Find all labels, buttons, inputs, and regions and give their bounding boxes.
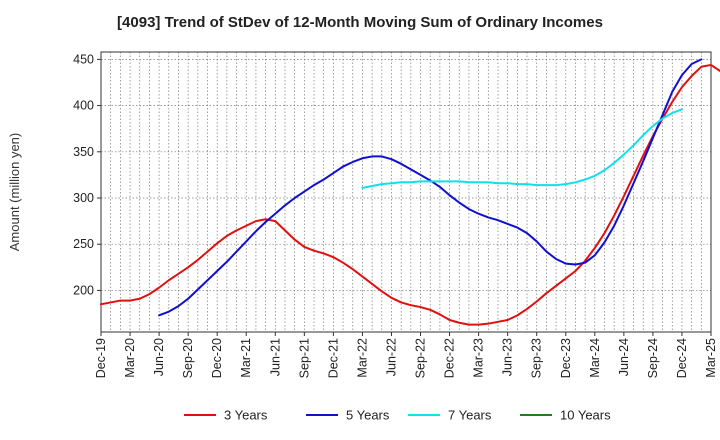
y-tick-label: 450	[73, 52, 94, 66]
x-tick-label: Sep-21	[297, 338, 311, 378]
legend-label-7-years: 7 Years	[448, 408, 492, 423]
legend-label-3-years: 3 Years	[224, 408, 268, 423]
y-tick-label: 250	[73, 237, 94, 251]
x-tick-label: Sep-23	[530, 338, 544, 378]
x-tick-label: Sep-20	[181, 338, 195, 378]
y-tick-label: 350	[73, 145, 94, 159]
x-tick-label: Jun-21	[268, 338, 282, 376]
y-axis-title: Amount (million yen)	[7, 133, 22, 252]
chart-title: [4093] Trend of StDev of 12-Month Moving…	[117, 14, 603, 31]
series-line-7-years	[361, 108, 683, 189]
series-line-3-years	[100, 63, 720, 326]
x-tick-label: Dec-24	[675, 338, 689, 378]
legend-label-5-years: 5 Years	[346, 408, 390, 423]
x-tick-label: Sep-24	[646, 338, 660, 378]
x-tick-label: Mar-23	[472, 338, 486, 378]
y-axis-ticks: 200 250 300 350 400 450	[73, 52, 101, 297]
x-tick-label: Jun-23	[501, 338, 515, 376]
y-tick-label: 300	[73, 191, 94, 205]
x-tick-label: Jun-22	[384, 338, 398, 376]
x-axis-ticks: Dec-19 Mar-20 Jun-20 Sep-20 Dec-20 Mar-21 Jun-…	[94, 332, 718, 378]
x-tick-label: Mar-22	[355, 338, 369, 378]
x-tick-label: Mar-24	[588, 338, 602, 378]
x-tick-label: Dec-20	[210, 338, 224, 378]
x-tick-label: Sep-22	[414, 338, 428, 378]
x-tick-label: Mar-25	[704, 338, 718, 378]
y-tick-label: 200	[73, 283, 94, 297]
series-lines	[100, 58, 720, 326]
x-tick-label: Mar-20	[123, 338, 137, 378]
legend-label-10-years: 10 Years	[560, 408, 611, 423]
y-tick-label: 400	[73, 99, 94, 113]
x-tick-label: Jun-24	[617, 338, 631, 376]
x-tick-label: Dec-23	[559, 338, 573, 378]
x-tick-label: Dec-22	[443, 338, 457, 378]
x-tick-label: Dec-21	[326, 338, 340, 378]
x-tick-label: Dec-19	[94, 338, 108, 378]
legend: 3 Years 5 Years 7 Years 10 Years	[184, 408, 611, 423]
x-tick-label: Mar-21	[239, 338, 253, 378]
plot-frame	[100, 51, 712, 333]
x-tick-label: Jun-20	[152, 338, 166, 376]
grid	[101, 52, 711, 332]
